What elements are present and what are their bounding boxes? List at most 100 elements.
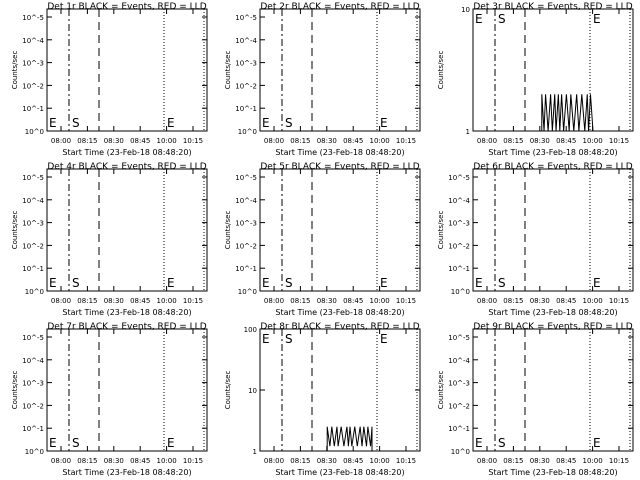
x-tick-label: 10:15 <box>396 297 416 305</box>
x-tick-label: 10:00 <box>370 297 390 305</box>
y-tick-label: 10^-1 <box>22 105 44 113</box>
y-tick-label: 10^0 <box>451 288 470 296</box>
event-marker: S <box>498 436 506 450</box>
x-tick-label: 10:15 <box>609 457 629 465</box>
event-marker: E <box>593 436 601 450</box>
y-tick-label: 10^-1 <box>235 265 257 273</box>
chart-title: Det 8r BLACK = Events, RED = LLD <box>260 322 419 332</box>
x-tick-label: 10:15 <box>396 137 416 145</box>
event-marker: S <box>285 116 293 130</box>
y-tick-label: 10^-3 <box>235 220 257 228</box>
x-tick-label: 08:45 <box>343 297 363 305</box>
y-tick-label: 10^-1 <box>448 265 470 273</box>
x-tick-label: 08:45 <box>130 297 150 305</box>
y-axis-label: Counts/sec <box>437 211 445 250</box>
event-marker: E <box>593 276 601 290</box>
y-tick-label: 10^0 <box>25 288 44 296</box>
y-tick-label: 10^-5 <box>448 174 470 182</box>
y-tick-label: 10^-3 <box>448 380 470 388</box>
y-axis-label: Counts/sec <box>437 51 445 90</box>
y-axis-label: Counts/sec <box>11 371 19 410</box>
y-tick-label: 10^-4 <box>22 37 44 45</box>
y-tick-label: 100 <box>244 326 257 334</box>
event-marker: E <box>475 276 483 290</box>
y-tick-label: 10^-5 <box>22 174 44 182</box>
y-tick-label: 10 <box>461 6 470 14</box>
x-axis-label: Start Time (23-Feb-18 08:48:20) <box>62 308 191 317</box>
x-tick-label: 10:15 <box>609 297 629 305</box>
y-tick-label: 10^-5 <box>22 334 44 342</box>
chart-panel: Det 1r BLACK = Events, RED = LLD Counts/s… <box>11 2 208 157</box>
chart-title: Det 2r BLACK = Events, RED = LLD <box>260 2 419 12</box>
event-marker: E <box>49 116 57 130</box>
x-tick-label: 08:30 <box>530 457 550 465</box>
x-tick-label: 08:30 <box>317 297 337 305</box>
y-tick-label: 10^0 <box>238 128 257 136</box>
event-marker: E <box>262 276 270 290</box>
x-tick-label: 10:00 <box>583 297 603 305</box>
x-tick-label: 08:45 <box>130 137 150 145</box>
y-tick-label: 10^-5 <box>235 174 257 182</box>
x-tick-label: 08:30 <box>530 137 550 145</box>
event-marker: E <box>262 116 270 130</box>
x-tick-label: 10:15 <box>609 137 629 145</box>
x-tick-label: 08:30 <box>104 297 124 305</box>
x-tick-label: 10:00 <box>583 137 603 145</box>
x-tick-label: 08:15 <box>290 297 310 305</box>
x-tick-label: 10:15 <box>183 137 203 145</box>
y-tick-label: 10^-2 <box>448 402 470 410</box>
chart-panel: Det 8r BLACK = Events, RED = LLD Counts/s… <box>224 322 421 477</box>
y-tick-label: 10^0 <box>25 448 44 456</box>
y-tick-label: 10^-2 <box>22 242 44 250</box>
y-tick-label: 10^0 <box>238 288 257 296</box>
x-tick-label: 10:00 <box>157 297 177 305</box>
event-marker: E <box>167 116 175 130</box>
x-tick-label: 08:00 <box>477 137 497 145</box>
chart-title: Det 5r BLACK = Events, RED = LLD <box>260 162 419 172</box>
y-axis-label: Counts/sec <box>437 371 445 410</box>
x-tick-label: 08:45 <box>343 457 363 465</box>
y-tick-label: 10^-5 <box>235 14 257 22</box>
event-marker: S <box>498 12 506 26</box>
event-marker: E <box>380 276 388 290</box>
plot-frame <box>46 328 208 452</box>
plot-frame <box>46 8 208 132</box>
x-tick-label: 08:15 <box>77 297 97 305</box>
event-marker: E <box>49 276 57 290</box>
chart-panel: Det 9r BLACK = Events, RED = LLD Counts/s… <box>437 322 634 477</box>
y-tick-label: 10^-1 <box>22 425 44 433</box>
x-axis-label: Start Time (23-Feb-18 08:48:20) <box>275 148 404 157</box>
chart-title: Det 7r BLACK = Events, RED = LLD <box>47 322 206 332</box>
y-tick-label: 10 <box>248 387 257 395</box>
x-tick-label: 10:00 <box>370 457 390 465</box>
event-marker: E <box>475 12 483 26</box>
x-tick-label: 08:00 <box>264 297 284 305</box>
y-axis-label: Counts/sec <box>11 211 19 250</box>
event-marker: E <box>593 12 601 26</box>
x-tick-label: 08:45 <box>556 137 576 145</box>
event-marker: S <box>72 116 80 130</box>
event-marker: S <box>285 332 293 346</box>
x-tick-label: 10:15 <box>183 297 203 305</box>
y-tick-label: 10^-4 <box>22 197 44 205</box>
x-axis-label: Start Time (23-Feb-18 08:48:20) <box>62 148 191 157</box>
y-tick-label: 10^-2 <box>448 242 470 250</box>
x-axis-label: Start Time (23-Feb-18 08:48:20) <box>488 308 617 317</box>
x-tick-label: 10:00 <box>157 137 177 145</box>
x-axis-label: Start Time (23-Feb-18 08:48:20) <box>275 468 404 477</box>
x-axis-label: Start Time (23-Feb-18 08:48:20) <box>488 468 617 477</box>
chart-panel: Det 4r BLACK = Events, RED = LLD Counts/s… <box>11 162 208 317</box>
y-axis-label: Counts/sec <box>224 51 232 90</box>
y-tick-label: 10^-2 <box>22 402 44 410</box>
x-tick-label: 08:15 <box>77 137 97 145</box>
event-series <box>541 94 594 132</box>
x-tick-label: 10:15 <box>183 457 203 465</box>
x-tick-label: 08:30 <box>104 137 124 145</box>
y-tick-label: 10^-4 <box>448 197 470 205</box>
plot-frame <box>259 8 421 132</box>
event-marker: E <box>262 332 270 346</box>
y-tick-label: 10^-3 <box>22 60 44 68</box>
x-tick-label: 08:00 <box>51 297 71 305</box>
y-tick-label: 10^0 <box>25 128 44 136</box>
